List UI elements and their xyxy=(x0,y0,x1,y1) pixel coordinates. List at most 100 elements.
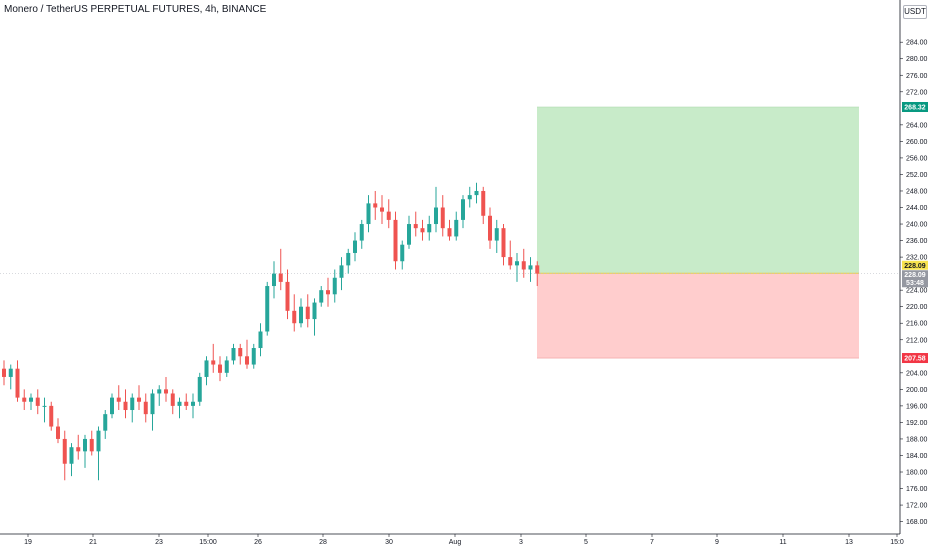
price-tick-label: 168.00 xyxy=(906,519,928,526)
candle-body xyxy=(245,356,249,365)
candle-body xyxy=(299,306,303,324)
candle-body xyxy=(434,207,438,225)
currency-label[interactable]: USDT xyxy=(903,5,927,19)
price-tick-label: 260.00 xyxy=(906,139,928,146)
time-axis[interactable]: 19 21 23 15:00 26 28 30 Aug 3 5 7 9 11 13 15:0 xyxy=(0,533,904,546)
price-axis[interactable]: 284.00 280.00 276.00 272.00 264.00 260.00 256.… xyxy=(899,0,928,534)
candle xyxy=(49,401,54,431)
price-tick-label: 284.00 xyxy=(906,40,928,47)
candle xyxy=(197,372,202,406)
price-tick-label: 264.00 xyxy=(906,122,928,129)
time-tick-label: 3 xyxy=(519,539,523,546)
price-tick-label: 188.00 xyxy=(906,436,928,443)
price-tick-label: 192.00 xyxy=(906,420,928,427)
candle-body xyxy=(103,414,108,431)
candle xyxy=(62,430,67,481)
candle xyxy=(29,393,33,411)
candle xyxy=(359,219,364,249)
price-tick-label: 232.00 xyxy=(906,255,928,262)
candle-body xyxy=(143,401,148,415)
time-tick-label: 13 xyxy=(845,539,853,546)
candle-body xyxy=(184,401,189,406)
time-tick-label: 11 xyxy=(779,539,786,546)
price-tick-label: 280.00 xyxy=(906,56,928,63)
candle-body xyxy=(400,244,405,262)
candle-body xyxy=(89,438,94,452)
candle-body xyxy=(440,207,445,229)
candle xyxy=(413,211,418,237)
candle-body xyxy=(272,273,276,287)
candle-body xyxy=(359,224,364,241)
price-tick-label: 256.00 xyxy=(906,155,928,162)
candle-body xyxy=(515,261,519,266)
candle xyxy=(157,385,162,406)
candle-body xyxy=(312,302,317,320)
candle xyxy=(130,393,135,423)
candle xyxy=(521,248,526,278)
candle-body xyxy=(96,430,101,452)
candle xyxy=(407,215,411,249)
candle-body xyxy=(292,310,297,324)
price-tick-label: 200.00 xyxy=(906,387,928,394)
candle xyxy=(292,294,297,332)
candle-body xyxy=(69,447,74,464)
candle xyxy=(481,186,486,225)
price-tick-label: 248.00 xyxy=(906,188,928,195)
candle-body xyxy=(305,306,310,320)
price-tick-label: 172.00 xyxy=(906,503,928,510)
candle xyxy=(420,219,425,241)
candle xyxy=(488,207,492,249)
candle xyxy=(2,360,6,386)
candle xyxy=(137,385,141,411)
candle xyxy=(35,389,40,415)
candle-body xyxy=(42,405,47,407)
candle xyxy=(434,186,438,233)
price-tick-label: 272.00 xyxy=(906,89,928,96)
candle xyxy=(312,298,317,336)
candle xyxy=(22,389,27,411)
candle-body xyxy=(218,364,222,373)
candle-body xyxy=(278,273,283,282)
candle-body xyxy=(15,368,20,398)
countdown-label: 53:48 xyxy=(906,280,924,287)
candle xyxy=(123,389,128,419)
candle xyxy=(265,281,270,336)
candle-body xyxy=(508,257,513,266)
loss-zone xyxy=(537,273,859,359)
candle-body xyxy=(467,195,472,200)
candle xyxy=(386,199,391,229)
candle-body xyxy=(130,397,135,411)
candle xyxy=(535,261,540,287)
price-tick-label: 184.00 xyxy=(906,453,928,460)
candle-body xyxy=(447,228,452,237)
candle xyxy=(69,443,74,477)
candle-body xyxy=(49,405,54,427)
candle xyxy=(218,356,222,382)
candle xyxy=(380,195,384,225)
candle xyxy=(366,195,371,233)
candle xyxy=(454,211,459,241)
candle xyxy=(326,277,330,307)
time-tick-label: Aug xyxy=(449,539,462,546)
candle xyxy=(494,219,499,253)
candle xyxy=(231,343,236,365)
current-price-tag xyxy=(902,270,928,288)
candle-body xyxy=(481,190,486,216)
time-tick-label: 28 xyxy=(319,539,327,546)
price-tick-label: 216.00 xyxy=(906,321,928,328)
candle xyxy=(353,232,357,262)
candle-body xyxy=(285,281,290,311)
time-tick-label: 26 xyxy=(254,539,262,546)
candle xyxy=(528,257,533,282)
candle xyxy=(245,339,249,369)
price-tick-label: 244.00 xyxy=(906,205,928,212)
chart-title: Monero / TetherUS PERPETUAL FUTURES, 4h,… xyxy=(4,4,267,15)
candle xyxy=(272,261,276,299)
candle-body xyxy=(150,393,155,415)
candle xyxy=(339,257,344,291)
price-tick-label: 240.00 xyxy=(906,222,928,229)
candle-body xyxy=(238,348,243,357)
candle xyxy=(42,397,47,423)
candle xyxy=(211,343,216,373)
